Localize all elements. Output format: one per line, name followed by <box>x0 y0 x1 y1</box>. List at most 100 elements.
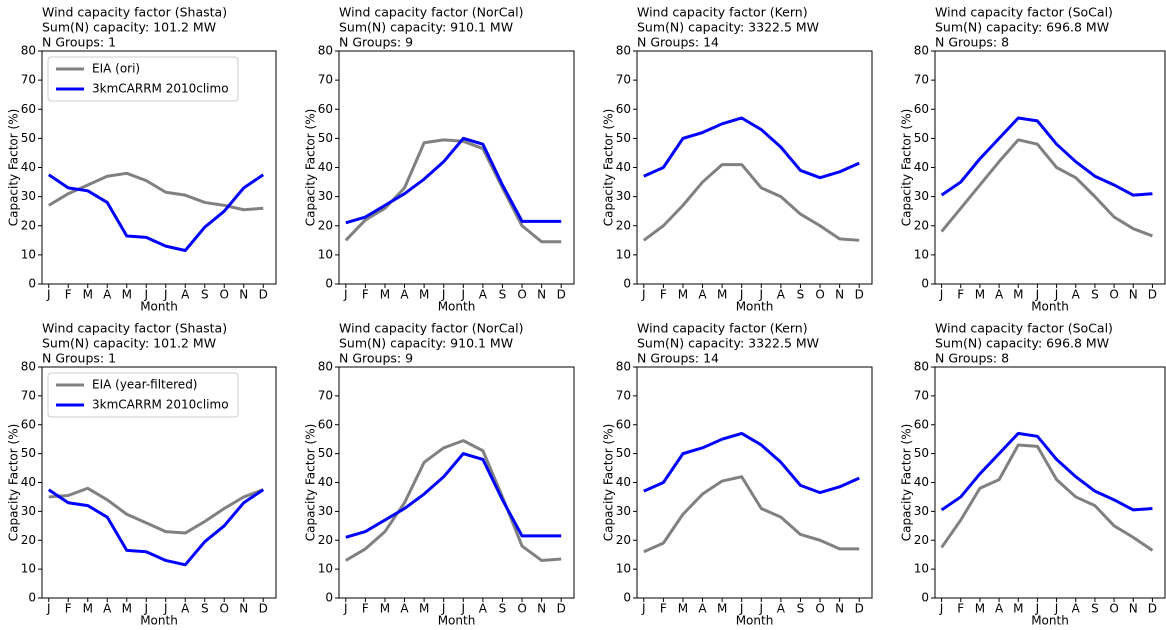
x-tick-label: A <box>1072 602 1081 616</box>
x-tick-label: S <box>499 602 507 616</box>
subplot-subtitle: N Groups: 8 <box>935 351 1009 366</box>
subplot-subtitle: N Groups: 14 <box>637 351 719 366</box>
y-tick-label: 30 <box>914 504 929 518</box>
y-tick-label: 40 <box>616 475 631 489</box>
y-tick-label: 80 <box>318 360 333 374</box>
y-tick-label: 30 <box>318 189 333 203</box>
y-axis-label: Capacity Factor (%) <box>900 109 914 227</box>
x-tick-label: J <box>1035 288 1040 302</box>
x-tick-label: J <box>461 602 466 616</box>
y-tick-label: 0 <box>623 591 631 605</box>
x-tick-label: O <box>517 602 526 616</box>
legend-label: 3kmCARRM 2010climo <box>92 398 229 412</box>
x-tick-label: F <box>660 288 667 302</box>
subplot: Wind capacity factor (Shasta)Sum(N) capa… <box>7 321 277 628</box>
x-tick-label: M <box>1013 602 1023 616</box>
legend-box <box>47 372 239 418</box>
x-tick-label: J <box>739 288 744 302</box>
subplot-title: Wind capacity factor (Shasta) <box>42 5 227 20</box>
subplot-subtitle: N Groups: 1 <box>42 35 116 50</box>
series-line <box>47 488 265 567</box>
y-tick-label: 20 <box>914 218 929 232</box>
y-tick-label: 20 <box>616 533 631 547</box>
x-axis-label: Month <box>736 614 774 628</box>
x-tick-label: D <box>1148 288 1157 302</box>
x-tick-label: M <box>122 602 132 616</box>
y-tick-label: 0 <box>623 277 631 291</box>
x-tick-label: A <box>181 602 190 616</box>
y-axis-label: Capacity Factor (%) <box>7 109 21 227</box>
x-tick-label: J <box>759 288 764 302</box>
y-tick-label: 10 <box>21 247 36 261</box>
y-tick-label: 20 <box>318 218 333 232</box>
series-line <box>940 443 1154 552</box>
x-tick-label: S <box>201 602 209 616</box>
plot-frame <box>41 366 277 599</box>
subplot-subtitle: Sum(N) capacity: 696.8 MW <box>935 336 1109 351</box>
y-tick-label: 80 <box>21 360 36 374</box>
series-line <box>643 475 860 554</box>
x-tick-label: S <box>797 288 805 302</box>
x-tick-label: M <box>122 288 132 302</box>
x-tick-label: M <box>678 288 688 302</box>
x-axis-label: Month <box>736 300 774 314</box>
y-tick-label: 10 <box>616 247 631 261</box>
x-tick-label: N <box>537 602 546 616</box>
x-axis-label: Month <box>1031 300 1069 314</box>
y-tick-label: 10 <box>914 247 929 261</box>
y-tick-label: 30 <box>616 504 631 518</box>
series-line <box>643 116 860 180</box>
y-tick-label: 0 <box>921 277 929 291</box>
x-tick-label: J <box>1035 602 1040 616</box>
y-tick-label: 60 <box>616 102 631 116</box>
x-tick-label: A <box>698 288 707 302</box>
x-tick-label: A <box>995 288 1004 302</box>
y-tick-label: 60 <box>21 102 36 116</box>
x-tick-label: D <box>855 602 864 616</box>
y-tick-label: 50 <box>616 446 631 460</box>
y-tick-label: 10 <box>914 562 929 576</box>
x-tick-label: S <box>499 288 507 302</box>
x-tick-label: J <box>739 602 744 616</box>
subplot: Wind capacity factor (Shasta)Sum(N) capa… <box>7 5 277 314</box>
x-tick-label: D <box>259 602 268 616</box>
subplot-subtitle: Sum(N) capacity: 910.1 MW <box>339 336 513 351</box>
x-axis-label: Month <box>1031 614 1069 628</box>
x-tick-label: A <box>479 288 488 302</box>
x-tick-label: J <box>343 288 348 302</box>
x-tick-label: M <box>380 288 390 302</box>
legend-box <box>47 56 239 102</box>
subplot-title: Wind capacity factor (NorCal) <box>339 321 523 336</box>
x-tick-label: A <box>103 288 112 302</box>
x-tick-label: S <box>201 288 209 302</box>
x-tick-label: F <box>957 602 964 616</box>
subplot-subtitle: Sum(N) capacity: 3322.5 MW <box>637 336 819 351</box>
y-tick-label: 40 <box>21 160 36 174</box>
plot-frame <box>934 50 1166 285</box>
subplot-subtitle: Sum(N) capacity: 3322.5 MW <box>637 20 819 35</box>
y-tick-label: 60 <box>914 102 929 116</box>
y-axis-label: Capacity Factor (%) <box>900 424 914 542</box>
y-tick-label: 30 <box>914 189 929 203</box>
x-tick-label: A <box>1072 288 1081 302</box>
x-tick-label: F <box>660 602 667 616</box>
x-tick-label: J <box>143 602 148 616</box>
y-tick-label: 20 <box>616 218 631 232</box>
x-tick-label: J <box>46 288 51 302</box>
x-tick-label: M <box>419 288 429 302</box>
x-tick-label: D <box>557 288 566 302</box>
x-tick-label: O <box>517 288 526 302</box>
x-tick-label: N <box>835 288 844 302</box>
x-tick-label: N <box>239 602 248 616</box>
subplot: Wind capacity factor (NorCal)Sum(N) capa… <box>304 5 575 314</box>
x-tick-label: A <box>181 288 190 302</box>
y-axis-label: Capacity Factor (%) <box>602 109 616 227</box>
y-tick-label: 20 <box>318 533 333 547</box>
y-tick-label: 10 <box>318 247 333 261</box>
subplot-subtitle: N Groups: 1 <box>42 351 116 366</box>
x-tick-label: N <box>1129 288 1138 302</box>
x-tick-label: M <box>83 288 93 302</box>
y-tick-label: 40 <box>616 160 631 174</box>
x-tick-label: O <box>220 288 229 302</box>
y-tick-label: 70 <box>914 388 929 402</box>
